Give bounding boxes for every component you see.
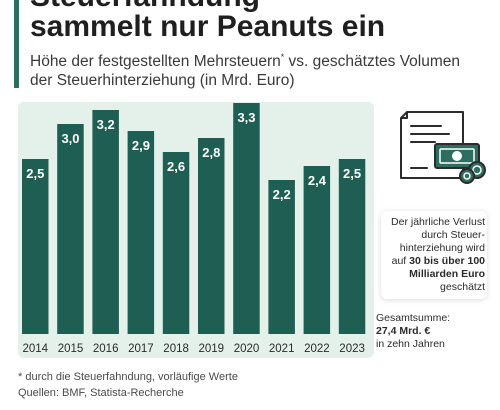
subtitle-part-1: Höhe der festgestellten Mehrsteuern bbox=[30, 53, 281, 71]
x-tick-label: 2021 bbox=[269, 343, 295, 355]
bar-value-label: 2,4 bbox=[308, 173, 327, 188]
x-tick-label: 2015 bbox=[58, 343, 84, 355]
bar-2022 bbox=[303, 166, 331, 334]
bar-2017 bbox=[127, 131, 155, 334]
info-card bbox=[381, 211, 487, 299]
bar-value-label: 3,2 bbox=[97, 117, 115, 132]
info-text-highlight: 30 bis über 100 Milliarden Euro bbox=[409, 255, 485, 280]
bar-value-label: 2,6 bbox=[167, 159, 185, 174]
bar-2021 bbox=[268, 180, 295, 334]
bar-value-label: 2,9 bbox=[132, 138, 150, 153]
x-tick-label: 2014 bbox=[23, 343, 49, 355]
total-sum-label: Gesamtsumme: bbox=[376, 312, 451, 324]
title-line-2: sammelt nur Peanuts ein bbox=[30, 10, 386, 43]
bar-2016 bbox=[92, 110, 119, 334]
subtitle-part-2: vs. geschätztes Volumen der Steuerhinter… bbox=[30, 53, 461, 90]
total-sum-suffix: in zehn Jahren bbox=[376, 338, 445, 350]
footnote: * durch die Steuerfahndung, vorläufige W… bbox=[18, 371, 238, 383]
subtitle: Höhe der festgestellten Mehrsteuern* vs.… bbox=[30, 48, 485, 90]
bar-value-label: 3,0 bbox=[61, 131, 79, 146]
x-tick-label: 2016 bbox=[93, 343, 119, 355]
bar-value-label: 2,8 bbox=[202, 145, 220, 160]
x-tick-label: 2018 bbox=[163, 343, 189, 355]
bar-2019 bbox=[198, 138, 225, 334]
bar-2018 bbox=[162, 152, 190, 334]
bar-2015 bbox=[57, 124, 84, 334]
bar-value-label: 2,2 bbox=[273, 187, 291, 202]
x-tick-label: 2022 bbox=[304, 343, 330, 355]
bar-2014 bbox=[22, 159, 49, 334]
bar-value-label: 2,5 bbox=[26, 166, 44, 181]
subtitle-footnote-mark: * bbox=[280, 52, 285, 62]
x-tick-label: 2023 bbox=[339, 343, 365, 355]
x-tick-label: 2019 bbox=[199, 343, 225, 355]
info-text-part-2: geschätzt bbox=[440, 281, 485, 293]
document-with-banknote-and-coins-icon bbox=[400, 111, 486, 184]
title-line-1: Steuerfahndung bbox=[30, 0, 260, 14]
total-sum: Gesamtsumme: 27,4 Mrd. € in zehn Jahren bbox=[376, 312, 486, 351]
x-tick-label: 2017 bbox=[128, 343, 154, 355]
bar-2020 bbox=[233, 103, 260, 334]
bar-2023 bbox=[338, 159, 366, 334]
title-accent-bar bbox=[14, 0, 19, 88]
sources: Quellen: BMF, Statista-Recherche bbox=[18, 387, 184, 399]
bar-value-label: 2,5 bbox=[343, 166, 361, 181]
x-tick-label: 2020 bbox=[234, 343, 260, 355]
total-sum-value: 27,4 Mrd. € bbox=[376, 325, 431, 337]
bar-value-label: 3,3 bbox=[237, 110, 255, 125]
info-text: Der jährliche Verlust durch Steuer-hinte… bbox=[384, 216, 485, 294]
info-text-part-1: Der jährliche Verlust durch Steuer-hinte… bbox=[391, 216, 485, 267]
